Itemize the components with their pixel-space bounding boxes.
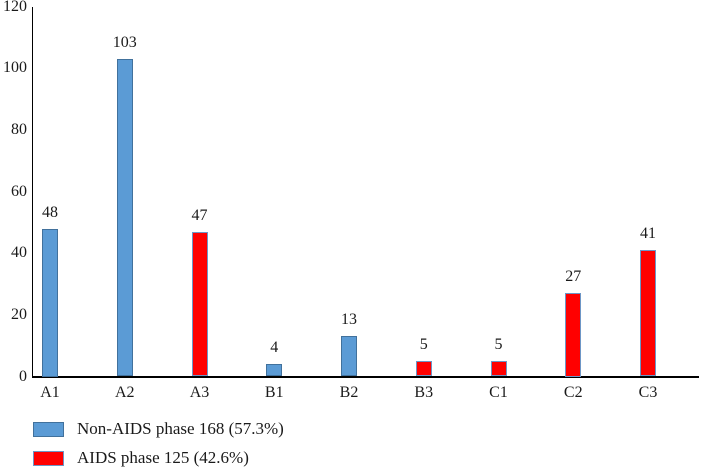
y-axis-line	[31, 7, 33, 377]
bar-value-label-C1: 5	[494, 336, 503, 354]
bar-value-label-C3: 41	[640, 225, 656, 243]
y-tick-label: 40	[11, 244, 27, 262]
x-tick-label-B2: B2	[339, 383, 359, 401]
bar-C3	[640, 250, 656, 377]
x-tick-label-A3: A3	[189, 383, 210, 401]
bar-value-label-B2: 13	[341, 311, 357, 329]
x-tick-label-C1: C1	[489, 383, 508, 401]
y-tick-label: 80	[11, 120, 27, 138]
x-tick-label-C3: C3	[638, 383, 658, 401]
bar-A3	[191, 231, 208, 377]
bar-A2	[116, 58, 133, 377]
legend-label-non_aids: Non-AIDS phase 168 (57.3%)	[77, 419, 284, 438]
bar-B1	[266, 364, 283, 377]
legend-entry-non_aids: Non-AIDS phase 168 (57.3%)	[33, 419, 284, 438]
legend-swatch-non_aids	[33, 421, 64, 437]
bar-C2	[565, 293, 582, 377]
bar-A1	[42, 228, 58, 377]
bar-B2	[341, 336, 357, 377]
x-tick-label-C2: C2	[563, 383, 583, 401]
y-tick-label: 60	[11, 182, 27, 200]
y-tick-label: 100	[3, 59, 27, 77]
bar-B3	[415, 361, 432, 377]
bar-value-label-B1: 4	[270, 339, 279, 357]
bar-value-label-C2: 27	[565, 268, 582, 286]
legend-label-aids: AIDS phase 125 (42.6%)	[77, 448, 249, 467]
x-tick-label-A1: A1	[40, 383, 60, 401]
x-tick-label-B1: B1	[264, 383, 284, 401]
bar-C1	[490, 361, 507, 377]
x-tick-label-A2: A2	[114, 383, 135, 401]
x-tick-label-B3: B3	[414, 383, 434, 401]
legend-swatch-aids	[33, 450, 64, 466]
bar-value-label-A2: 103	[112, 33, 137, 51]
x-axis-line	[31, 376, 699, 378]
y-tick-label: 0	[19, 367, 27, 385]
bar-value-label-A1: 48	[42, 203, 58, 221]
bar-value-label-B3: 5	[419, 336, 428, 354]
legend-entry-aids: AIDS phase 125 (42.6%)	[33, 448, 249, 467]
bar-value-label-A3: 47	[191, 206, 208, 224]
y-tick-label: 120	[3, 0, 27, 15]
y-tick-label: 20	[11, 305, 27, 323]
